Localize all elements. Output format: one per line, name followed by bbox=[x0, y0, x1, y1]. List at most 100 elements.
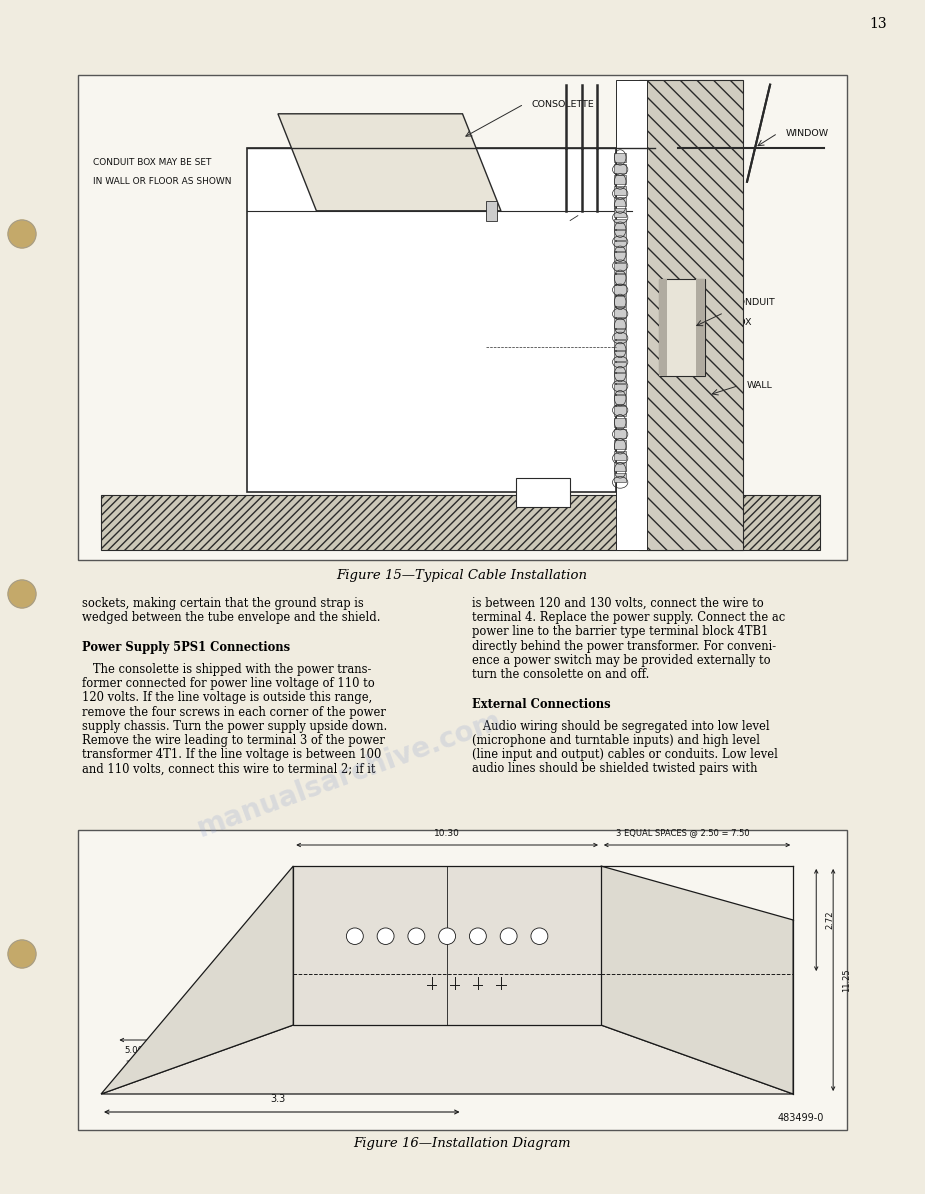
Ellipse shape bbox=[408, 928, 425, 944]
Text: 2.50: 2.50 bbox=[293, 1040, 313, 1050]
Bar bbox=[101, 494, 820, 550]
Text: The consolette is shipped with the power trans-: The consolette is shipped with the power… bbox=[82, 663, 371, 676]
Text: IN WALL OR FLOOR AS SHOWN: IN WALL OR FLOOR AS SHOWN bbox=[93, 177, 232, 186]
Text: OPTIONAL METHOD: OPTIONAL METHOD bbox=[316, 332, 409, 341]
Text: 11.25: 11.25 bbox=[843, 968, 851, 992]
Text: Figure 16—Installation Diagram: Figure 16—Installation Diagram bbox=[353, 1138, 571, 1151]
Bar bbox=[614, 429, 626, 438]
Bar bbox=[614, 450, 626, 461]
Bar bbox=[614, 374, 626, 383]
Bar bbox=[614, 418, 626, 427]
Bar bbox=[614, 273, 626, 284]
Bar bbox=[639, 80, 743, 550]
Text: CONDUIT: CONDUIT bbox=[732, 298, 775, 307]
Text: External Connections: External Connections bbox=[472, 697, 610, 710]
Bar bbox=[614, 307, 626, 316]
Text: 2.72: 2.72 bbox=[825, 911, 834, 929]
Text: Power Supply 5PS1 Connections: Power Supply 5PS1 Connections bbox=[82, 641, 290, 654]
Text: turn the consolette on and off.: turn the consolette on and off. bbox=[472, 667, 649, 681]
Text: 2.59: 2.59 bbox=[355, 1046, 374, 1055]
Text: (line input and output) cables or conduits. Low level: (line input and output) cables or condui… bbox=[472, 749, 778, 762]
Text: Remove the wire leading to terminal 3 of the power: Remove the wire leading to terminal 3 of… bbox=[82, 734, 385, 747]
Text: 60°: 60° bbox=[509, 1045, 524, 1053]
Text: 21.28: 21.28 bbox=[626, 1053, 652, 1063]
Bar bbox=[614, 439, 626, 449]
Text: CONDUIT BOX MAY BE SET: CONDUIT BOX MAY BE SET bbox=[93, 158, 212, 167]
Text: STEEL CONDUITS: STEEL CONDUITS bbox=[486, 204, 563, 213]
Bar bbox=[614, 473, 626, 482]
Bar bbox=[614, 462, 626, 472]
Circle shape bbox=[8, 580, 36, 608]
Text: 90°: 90° bbox=[616, 922, 633, 930]
Polygon shape bbox=[101, 1024, 793, 1094]
Bar bbox=[614, 263, 626, 272]
Text: 3.3: 3.3 bbox=[270, 1095, 286, 1104]
Bar bbox=[614, 252, 626, 261]
Text: WINDOW: WINDOW bbox=[785, 129, 829, 137]
Text: directly behind the power transformer. For conveni-: directly behind the power transformer. F… bbox=[472, 640, 776, 653]
Text: terminal 4. Replace the power supply. Connect the ac: terminal 4. Replace the power supply. Co… bbox=[472, 611, 785, 624]
Bar bbox=[659, 278, 705, 376]
Text: Audio wiring should be segregated into low level: Audio wiring should be segregated into l… bbox=[472, 720, 770, 733]
Circle shape bbox=[8, 220, 36, 248]
Text: transformer 4T1. If the line voltage is between 100: transformer 4T1. If the line voltage is … bbox=[82, 749, 381, 762]
Bar bbox=[486, 201, 497, 221]
Text: 10.30: 10.30 bbox=[434, 829, 460, 837]
Bar bbox=[616, 80, 648, 550]
Bar bbox=[614, 208, 626, 217]
Text: Figure 15—Typical Cable Installation: Figure 15—Typical Cable Installation bbox=[337, 570, 587, 583]
Text: manualsarchive.com: manualsarchive.com bbox=[193, 706, 506, 842]
Text: remove the four screws in each corner of the power: remove the four screws in each corner of… bbox=[82, 706, 386, 719]
Bar bbox=[614, 406, 626, 417]
Text: sockets, making certain that the ground strap is: sockets, making certain that the ground … bbox=[82, 597, 364, 610]
Text: is between 120 and 130 volts, connect the wire to: is between 120 and 130 volts, connect th… bbox=[472, 597, 764, 610]
Text: former connected for power line voltage of 110 to: former connected for power line voltage … bbox=[82, 677, 375, 690]
Polygon shape bbox=[293, 866, 601, 1024]
Bar bbox=[614, 384, 626, 394]
Text: 120 volts. If the line voltage is outside this range,: 120 volts. If the line voltage is outsid… bbox=[82, 691, 372, 704]
Text: 3 EQUAL SPACES @ 2.50 = 7.50: 3 EQUAL SPACES @ 2.50 = 7.50 bbox=[616, 829, 750, 837]
Text: WALL: WALL bbox=[747, 381, 773, 390]
Text: (microphone and turntable inputs) and high level: (microphone and turntable inputs) and hi… bbox=[472, 734, 760, 747]
Text: 13: 13 bbox=[870, 17, 887, 31]
Text: CONSOLETTE: CONSOLETTE bbox=[532, 99, 595, 109]
Bar bbox=[78, 75, 847, 560]
Bar bbox=[614, 285, 626, 295]
Ellipse shape bbox=[469, 928, 487, 944]
Bar bbox=[78, 830, 847, 1130]
Polygon shape bbox=[601, 866, 793, 1094]
Text: and 110 volts, connect this wire to terminal 2; if it: and 110 volts, connect this wire to term… bbox=[82, 763, 376, 775]
Bar bbox=[614, 186, 626, 196]
Bar bbox=[614, 197, 626, 207]
Bar bbox=[614, 362, 626, 373]
Circle shape bbox=[8, 940, 36, 968]
Text: supply chassis. Turn the power supply upside down.: supply chassis. Turn the power supply up… bbox=[82, 720, 388, 733]
Bar bbox=[614, 296, 626, 306]
Ellipse shape bbox=[500, 928, 517, 944]
Text: BOX: BOX bbox=[732, 318, 751, 327]
Text: 10.28: 10.28 bbox=[189, 1023, 214, 1033]
Bar bbox=[614, 230, 626, 240]
Bar bbox=[659, 278, 667, 376]
Bar bbox=[614, 318, 626, 328]
Bar bbox=[614, 219, 626, 228]
Text: 7-1.06 DIA. KNOCKOUTS: 7-1.06 DIA. KNOCKOUTS bbox=[339, 886, 441, 894]
Ellipse shape bbox=[438, 928, 456, 944]
Bar bbox=[614, 330, 626, 339]
Text: wedged between the tube envelope and the shield.: wedged between the tube envelope and the… bbox=[82, 611, 380, 624]
Text: 1.34: 1.34 bbox=[455, 927, 463, 946]
Text: 483499-0: 483499-0 bbox=[778, 1113, 824, 1124]
Text: CONDUIT: CONDUIT bbox=[495, 522, 538, 530]
Bar bbox=[614, 241, 626, 251]
Bar bbox=[247, 148, 616, 492]
Text: 5.00: 5.00 bbox=[124, 1046, 143, 1055]
Bar bbox=[614, 395, 626, 405]
Polygon shape bbox=[101, 866, 293, 1094]
Text: audio lines should be shielded twisted pairs with: audio lines should be shielded twisted p… bbox=[472, 763, 758, 775]
Bar bbox=[516, 478, 570, 506]
Text: power line to the barrier type terminal block 4TB1: power line to the barrier type terminal … bbox=[472, 626, 769, 639]
Bar bbox=[697, 278, 705, 376]
Text: 484337: 484337 bbox=[736, 521, 773, 531]
Bar bbox=[614, 153, 626, 162]
Text: ence a power switch may be provided externally to: ence a power switch may be provided exte… bbox=[472, 654, 771, 666]
